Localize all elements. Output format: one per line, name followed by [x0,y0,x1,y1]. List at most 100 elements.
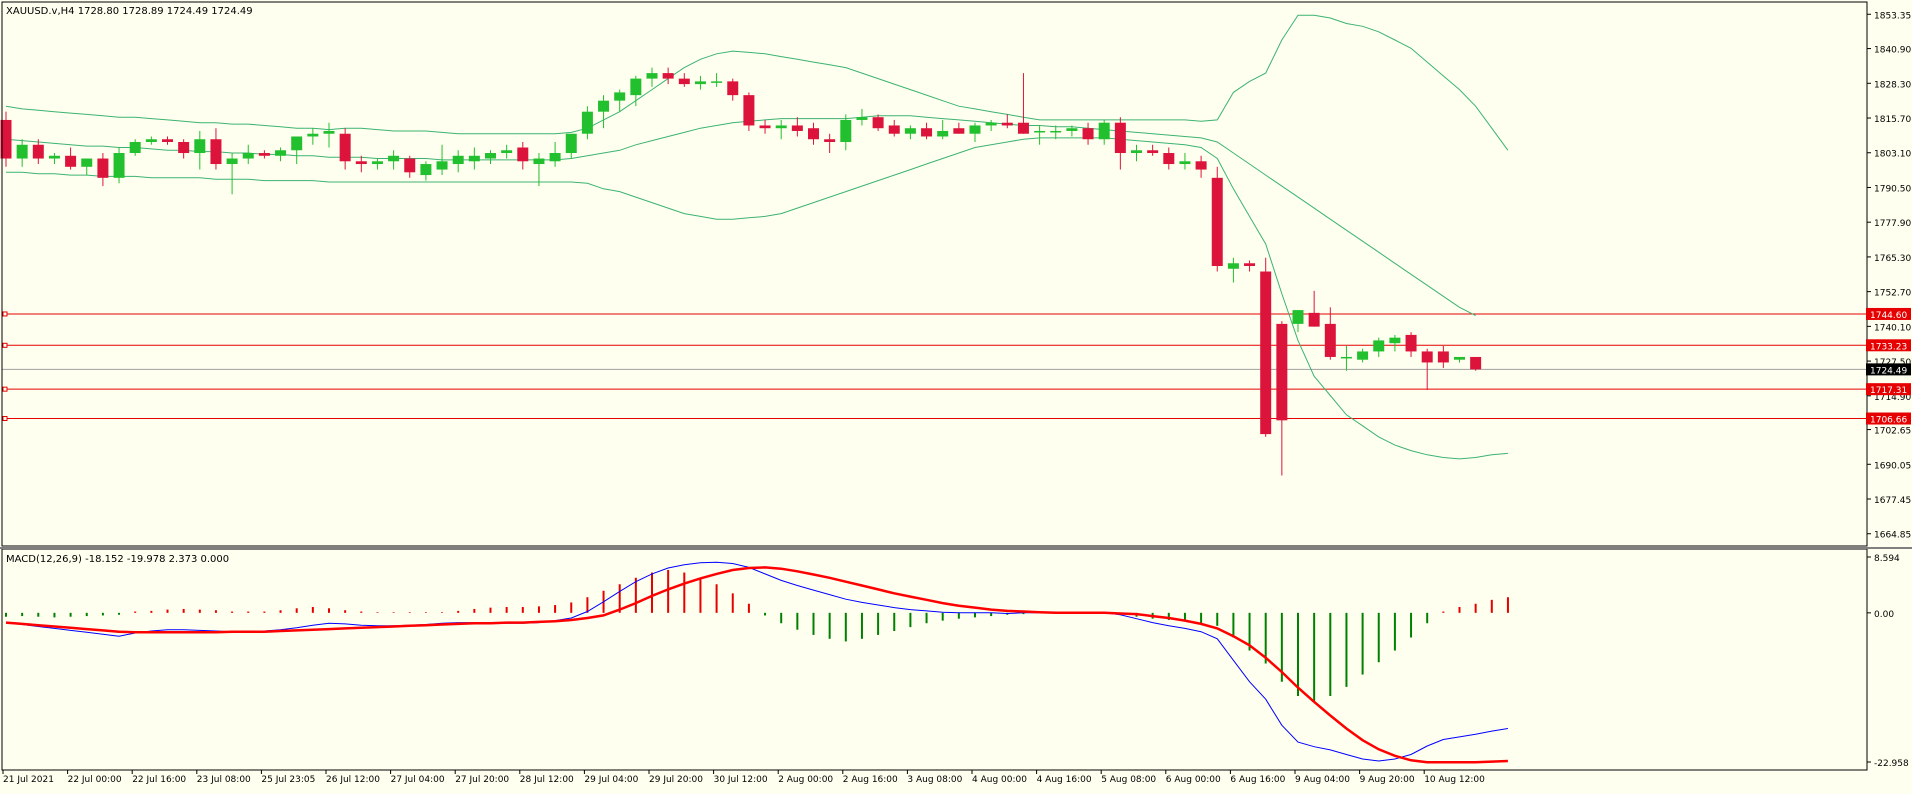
candle[interactable] [856,108,868,126]
candle[interactable] [1340,345,1352,371]
candle[interactable] [339,128,351,170]
candle[interactable] [1373,337,1385,357]
candle[interactable] [662,67,674,85]
candle[interactable] [97,153,109,187]
candle[interactable] [275,147,287,162]
candle[interactable] [258,150,270,159]
candle[interactable] [323,122,335,148]
candle[interactable] [711,73,723,87]
candle[interactable] [178,139,190,159]
candle[interactable] [1260,257,1272,437]
candle[interactable] [791,117,803,137]
level-anchor-handle[interactable] [2,386,8,392]
candle[interactable] [113,147,125,184]
candle[interactable] [1034,125,1046,145]
candle[interactable] [210,128,222,170]
candle[interactable] [355,155,367,173]
candle[interactable] [808,122,819,145]
candle[interactable] [759,119,771,134]
candle[interactable] [242,144,254,165]
macd-pane[interactable] [5,561,1509,764]
candle[interactable] [194,130,206,170]
candle[interactable] [1405,332,1417,357]
candle[interactable] [1454,356,1465,363]
candle[interactable] [775,119,787,140]
candle[interactable] [1131,144,1142,162]
candle[interactable] [614,89,626,112]
candle[interactable] [533,153,545,187]
candle[interactable] [517,141,529,170]
level-anchor-handle[interactable] [2,311,8,317]
candle[interactable] [1147,144,1159,156]
candle[interactable] [48,153,60,165]
candle[interactable] [888,119,900,137]
candle[interactable] [129,139,141,156]
candle[interactable] [840,114,852,151]
candle[interactable] [1179,153,1191,170]
candle[interactable] [1324,307,1336,360]
candle[interactable] [904,125,916,140]
level-anchor-handle[interactable] [2,342,8,348]
candle[interactable] [1098,119,1110,145]
candle[interactable] [581,106,593,140]
candle[interactable] [81,158,93,176]
candle[interactable] [1421,348,1433,391]
candle[interactable] [985,119,997,131]
candle[interactable] [145,136,157,145]
candle[interactable] [1470,356,1482,371]
candle[interactable] [371,158,383,170]
candle[interactable] [694,75,706,90]
candle[interactable] [32,139,44,165]
candle[interactable] [16,139,28,167]
candle[interactable] [388,150,400,170]
candle[interactable] [452,150,464,173]
candle[interactable] [1276,321,1288,476]
candle[interactable] [1357,348,1369,363]
candle[interactable] [291,136,303,165]
candle[interactable] [501,144,513,159]
candle[interactable] [65,147,77,170]
level-anchor-handle[interactable] [2,416,8,422]
candle[interactable] [1227,257,1239,283]
candle[interactable] [1211,166,1223,272]
candle[interactable] [1195,155,1207,178]
candle[interactable] [1114,117,1126,170]
pane-separator[interactable] [0,547,1912,549]
candle[interactable] [549,141,561,167]
candle[interactable] [1001,114,1013,129]
candle[interactable] [404,155,416,178]
candle[interactable] [420,161,432,181]
candle[interactable] [1082,122,1094,145]
candle[interactable] [0,111,12,167]
candle[interactable] [969,122,981,142]
candle[interactable] [646,67,658,87]
candle[interactable] [565,133,577,159]
candle[interactable] [598,95,610,129]
candle[interactable] [1308,290,1320,327]
candle[interactable] [937,119,949,140]
candle[interactable] [1437,345,1449,368]
candle[interactable] [1163,147,1175,170]
candle[interactable] [226,153,238,195]
candle[interactable] [162,136,173,145]
candle[interactable] [872,114,884,131]
candle[interactable] [1066,125,1078,137]
candle[interactable] [953,122,965,134]
price-pane[interactable] [0,14,1868,476]
candle[interactable] [1050,125,1062,140]
candle[interactable] [678,73,690,87]
candle[interactable] [436,144,448,176]
candle[interactable] [1292,310,1304,333]
candle[interactable] [727,78,739,101]
candle[interactable] [468,147,480,170]
candle[interactable] [824,133,836,154]
candle[interactable] [921,122,933,140]
candle[interactable] [307,128,319,145]
candle[interactable] [743,92,755,131]
candle[interactable] [630,75,642,107]
candle[interactable] [1017,73,1029,134]
candle[interactable] [1244,260,1256,272]
candle[interactable] [1389,334,1401,352]
